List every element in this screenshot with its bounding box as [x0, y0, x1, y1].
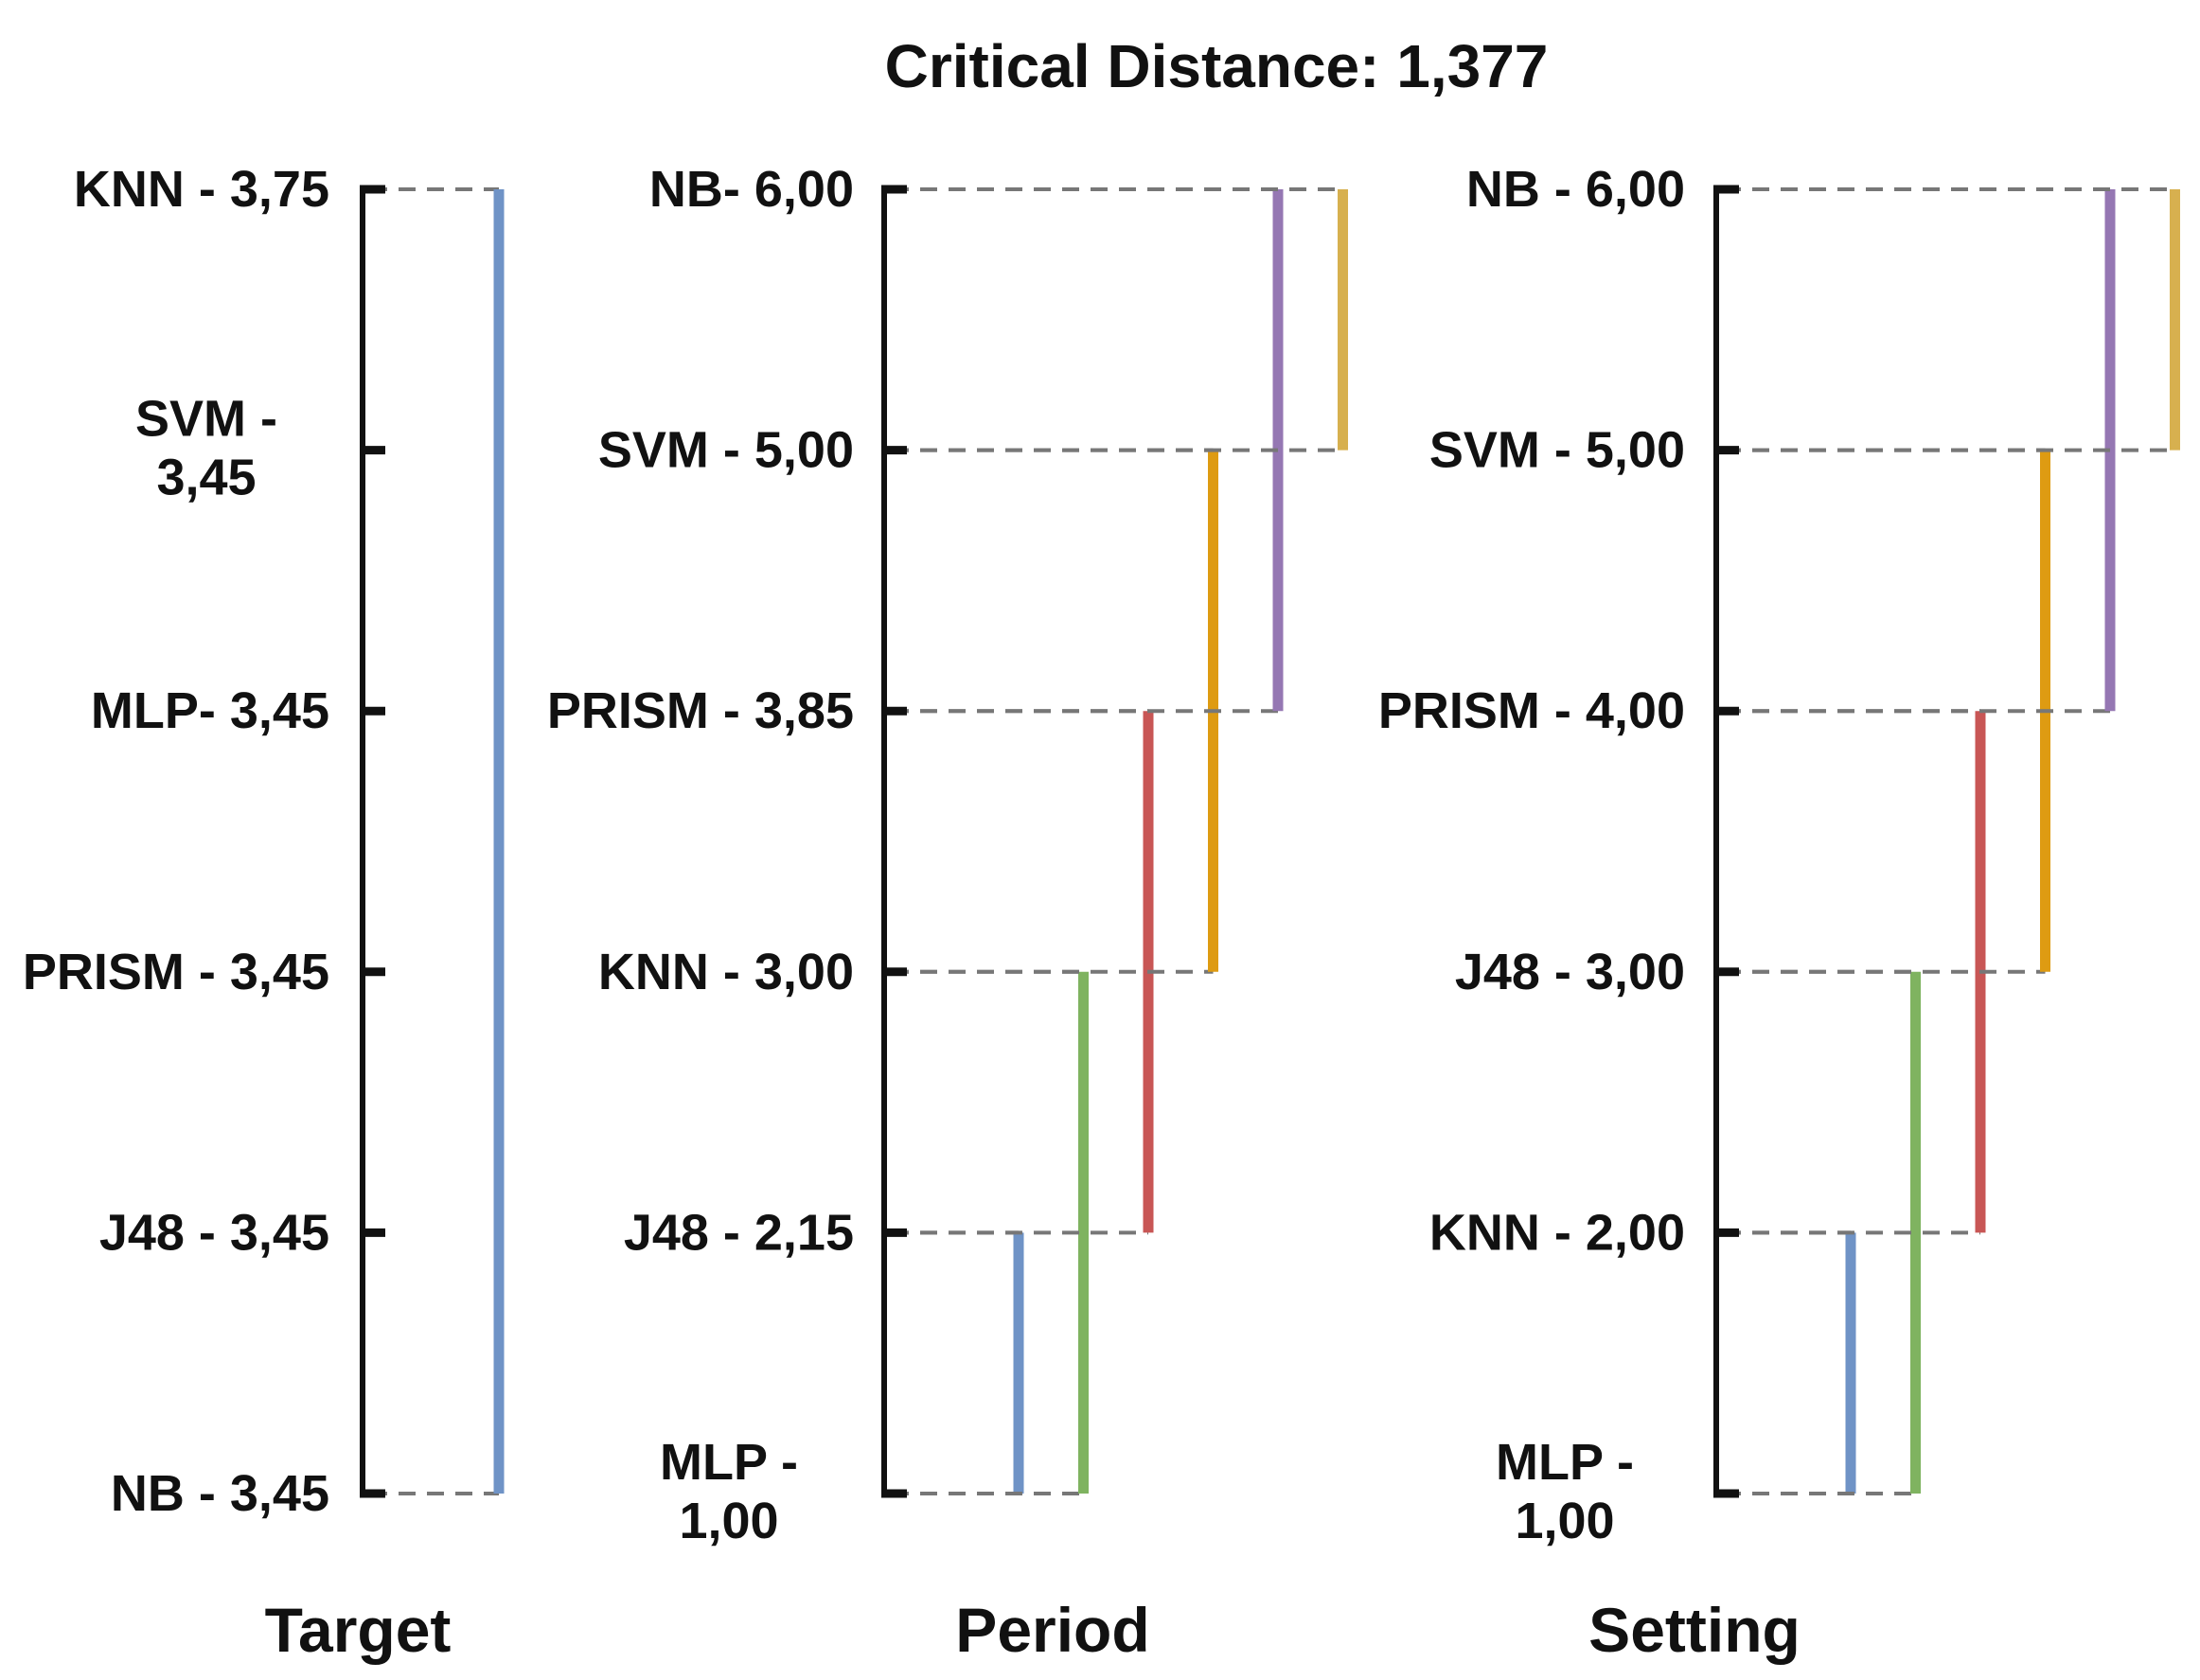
rank-label-nb: NB- 6,00	[649, 161, 854, 218]
rank-label-knn: KNN - 3,75	[74, 161, 329, 218]
rank-label-prism: PRISM - 3,45	[23, 944, 329, 1000]
panel-title-period: Period	[955, 1595, 1149, 1665]
rank-label-j48: J48 - 3,45	[99, 1204, 329, 1261]
chart-title: Critical Distance: 1,377	[885, 32, 1549, 100]
rank-label-prism: PRISM - 4,00	[1378, 682, 1685, 739]
rank-label-knn: KNN - 2,00	[1429, 1204, 1685, 1261]
rank-label-mlp: MLP- 3,45	[91, 682, 329, 739]
panel-setting: NB - 6,00 SVM - 5,00 PRISM - 4,00 J48 - 3,0…	[1378, 161, 2180, 1665]
panels: KNN - 3,75 SVM -3,45 MLP- 3,45 PRISM - 3,45…	[23, 161, 2180, 1665]
rank-label-mlp: MLP -1,00	[1496, 1434, 1634, 1549]
rank-label-svm: SVM - 5,00	[598, 422, 854, 479]
rank-label-svm: SVM - 5,00	[1429, 422, 1685, 479]
rank-label-svm: SVM -3,45	[135, 391, 277, 506]
rank-label-prism: PRISM - 3,85	[547, 682, 854, 739]
rank-label-knn: KNN - 3,00	[598, 944, 854, 1000]
rank-label-nb: NB - 6,00	[1466, 161, 1685, 218]
rank-label-j48: J48 - 3,00	[1455, 944, 1685, 1000]
panel-title-setting: Setting	[1588, 1595, 1801, 1665]
panel-title-target: Target	[265, 1595, 452, 1665]
rank-label-mlp: MLP -1,00	[660, 1434, 798, 1549]
rank-label-j48: J48 - 2,15	[624, 1204, 854, 1261]
panel-target: KNN - 3,75 SVM -3,45 MLP- 3,45 PRISM - 3,45…	[23, 161, 505, 1665]
rank-label-nb: NB - 3,45	[111, 1465, 329, 1522]
panel-period: NB- 6,00 SVM - 5,00 PRISM - 3,85 KNN - 3,00…	[547, 161, 1348, 1665]
